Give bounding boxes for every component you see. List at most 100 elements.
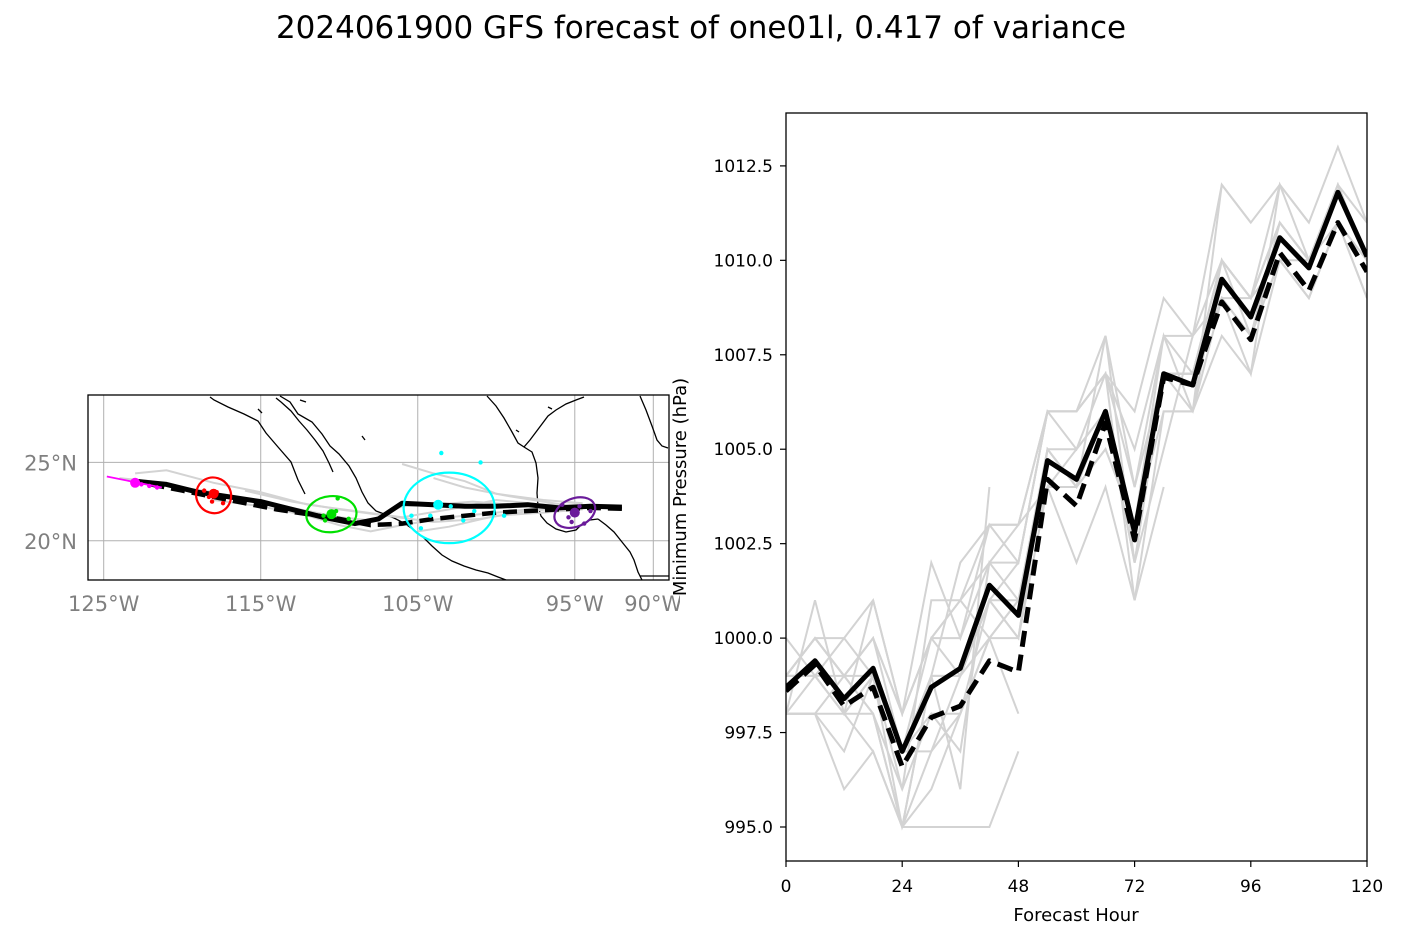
plot-frame [785,112,1368,862]
uncertainty-ellipse-1 [195,476,233,515]
uncertainty-ellipse-2 [305,494,358,534]
axis-ticks: 0 24 48 72 96 120 995.0 997.5 1000.0 1002.5 1005.0… [714,157,1384,897]
member-line-3 [786,220,1367,753]
x-tick-label-3: 72 [1124,877,1146,897]
member-line-6 [786,219,1367,831]
ellipse-point-2-4 [346,516,351,522]
ellipse-point-3-8 [461,518,466,523]
y-tick-label-4: 1005.0 [714,440,773,460]
member-line-7 [786,182,1367,718]
ensemble-track-2 [401,463,583,505]
median-track [150,482,622,528]
coastline-baja-west [209,396,306,495]
ellipse-point-1-5 [202,488,207,493]
ellipse-point-4-3 [582,521,587,526]
y-tick-label-0: 995.0 [724,818,773,838]
ellipse-point-1-4 [220,500,226,506]
x-tick-label-1: 24 [891,877,913,897]
member-line-12 [786,486,991,828]
ellipse-point-2-5 [335,496,340,501]
coastline [209,395,669,580]
map-lon-tick-0: 125°W [68,592,140,616]
ellipse-point-4-4 [560,502,565,507]
coastline-islands [299,399,553,441]
summary-line-dashed [786,220,1367,770]
member-line-0 [786,182,1367,755]
y-tick-label-3: 1002.5 [714,535,773,555]
ellipse-point-4-0 [569,507,580,518]
coastline-louisiana [523,396,585,448]
mean-tracks [134,478,622,528]
coastline-baja-east [257,397,334,473]
member-line-15 [786,182,1310,717]
ellipse-group-0 [106,475,162,490]
ellipse-point-3-2 [448,504,453,509]
ellipse-point-4-5 [588,508,593,514]
ellipse-group-4 [553,496,597,529]
ellipse-point-2-0 [326,509,337,520]
member-line-4 [786,181,1367,717]
uncertainty-ellipses [106,450,597,545]
member-line-9 [786,182,1367,754]
x-tick-label-0: 0 [781,877,792,897]
x-axis-label: Forecast Hour [1013,905,1139,926]
coastline-texas-gulf [486,395,599,533]
ellipse-point-4-1 [577,504,582,509]
ellipse-point-1-2 [206,494,212,500]
ellipse-point-3-1 [428,513,433,518]
y-tick-label-6: 1010.0 [714,251,773,271]
ellipse-point-3-0 [433,499,444,510]
member-line-2 [786,182,1367,755]
y-tick-label-5: 1007.5 [714,346,773,366]
ellipse-point-1-3 [209,499,215,504]
x-tick-label-5: 120 [1351,877,1383,897]
coastline-florida [639,395,669,449]
y-tick-label-1: 997.5 [724,724,773,744]
chart-title: 2024061900 GFS forecast of one01l, 0.417… [275,10,1127,46]
uncertainty-ellipse-3 [402,471,496,545]
ellipse-group-1 [195,476,233,515]
ellipse-point-2-2 [333,508,339,514]
ellipse-point-1-1 [214,490,219,495]
ellipse-point-0-0 [130,477,141,488]
ellipse-point-3-5 [439,450,444,456]
ensemble-track-5 [244,489,583,524]
member-line-5 [786,144,1367,828]
ellipse-point-0-1 [139,482,144,487]
coastline-yucatan [597,518,643,580]
ellipse-point-3-7 [418,526,424,531]
ellipse-point-3-4 [472,508,477,514]
y-tick-label-2: 1000.0 [714,629,773,649]
x-tick-label-4: 96 [1240,877,1262,897]
summary-lines [786,189,1367,770]
uncertainty-ellipse-4 [553,496,597,529]
map-tick-labels: 125°W 115°W 105°W 95°W 90°W 20°N 25°N [24,451,680,616]
member-line-10 [786,712,1020,828]
ellipse-point-0-3 [154,485,160,490]
map-frame [87,394,670,581]
map-lon-tick-1: 115°W [225,592,297,616]
member-line-13 [901,371,1165,752]
member-line-8 [786,220,1367,830]
ellipse-point-4-2 [566,515,571,520]
ellipse-point-3-9 [501,513,507,518]
map-gridlines [88,395,669,580]
coastline-gulf-california [279,395,385,515]
ellipse-point-3-3 [409,513,414,518]
ellipse-point-4-6 [569,519,574,525]
map-lat-tick-1: 25°N [24,451,77,475]
member-line-14 [786,182,1252,717]
map-lon-tick-4: 90°W [624,592,680,616]
x-tick-label-2: 48 [1008,877,1030,897]
map-lon-tick-2: 105°W [382,592,454,616]
ellipse-group-2 [305,494,358,534]
mean-track [134,478,622,527]
ellipse-point-3-6 [478,460,483,465]
ellipse-group-3 [402,450,507,545]
track-map: 125°W 115°W 105°W 95°W 90°W 20°N 25°N [24,394,680,616]
map-lon-tick-3: 95°W [546,592,604,616]
member-line-11 [786,599,1020,790]
y-tick-label-7: 1012.5 [714,157,773,177]
map-lat-tick-0: 20°N [24,530,77,554]
member-line-1 [786,219,1367,792]
